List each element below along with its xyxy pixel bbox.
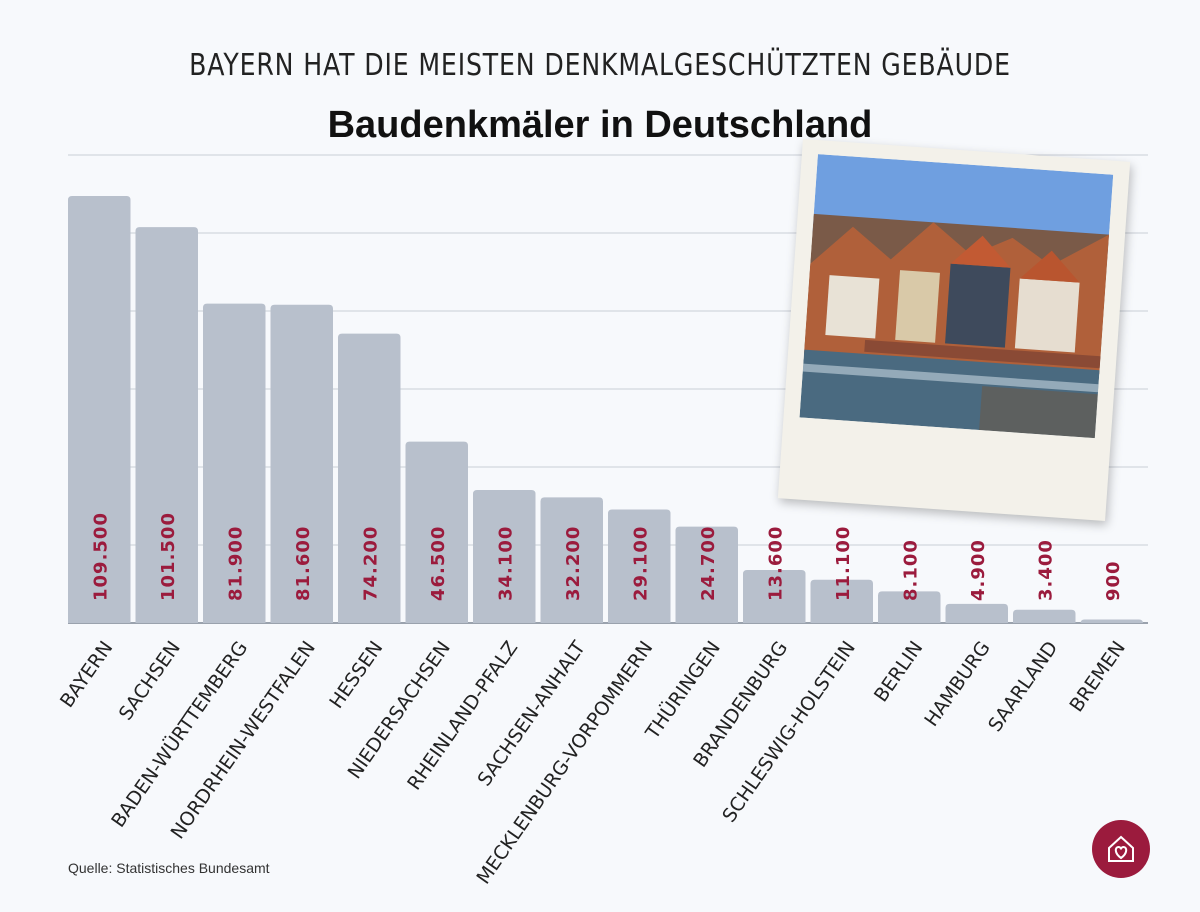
- value-label: 46.500: [428, 526, 449, 601]
- category-label: HAMBURG: [920, 637, 995, 730]
- photo-polaroid: [777, 138, 1131, 522]
- value-label: 8.100: [900, 539, 921, 601]
- bar: [743, 569, 806, 623]
- chart-title: Baudenkmäler in Deutschland: [327, 104, 873, 146]
- value-label: 29.100: [630, 526, 651, 601]
- value-label: 81.600: [293, 526, 314, 601]
- value-label: 109.500: [90, 512, 111, 601]
- category-label: BREMEN: [1065, 637, 1129, 716]
- bar: [338, 333, 401, 623]
- bar: [68, 195, 131, 623]
- house-heart-icon[interactable]: [1092, 820, 1150, 878]
- category-label: SACHSEN: [115, 637, 185, 724]
- value-label: 24.700: [698, 526, 719, 601]
- bar: [810, 579, 873, 623]
- category-label: SCHLESWIG-HOLSTEIN: [718, 637, 860, 826]
- category-label: NORDRHEIN-WESTFALEN: [167, 637, 320, 843]
- value-label: 900: [1103, 560, 1124, 601]
- bar: [270, 304, 333, 623]
- bar: [608, 509, 671, 623]
- value-label: 34.100: [495, 526, 516, 601]
- bar: [203, 303, 266, 623]
- value-label: 13.600: [765, 526, 786, 601]
- chart-subtitle: BAYERN HAT DIE MEISTEN DENKMALGESCHÜTZTE…: [189, 48, 1011, 83]
- value-label: 3.400: [1035, 539, 1056, 601]
- bar: [1013, 609, 1076, 623]
- category-label: BAYERN: [56, 637, 117, 712]
- value-label: 11.100: [833, 526, 854, 601]
- value-label: 101.500: [158, 512, 179, 601]
- town-river-photo: [799, 154, 1114, 439]
- bar: [945, 603, 1008, 623]
- source-note: Quelle: Statistisches Bundesamt: [68, 860, 270, 876]
- category-label: BADEN-WÜRTTEMBERG: [106, 637, 252, 832]
- value-label: 32.200: [563, 526, 584, 601]
- category-label: SAARLAND: [984, 637, 1062, 736]
- bar: [540, 497, 603, 623]
- value-label: 4.900: [968, 539, 989, 601]
- bar: [135, 227, 198, 623]
- bar: [878, 591, 941, 623]
- value-label: 74.200: [360, 526, 381, 601]
- bar: [473, 490, 536, 623]
- category-label: BERLIN: [870, 637, 927, 706]
- bar: [1080, 619, 1143, 624]
- category-label: HESSEN: [325, 637, 387, 712]
- value-label: 81.900: [225, 526, 246, 601]
- bar: [405, 441, 468, 623]
- bar: [675, 526, 738, 623]
